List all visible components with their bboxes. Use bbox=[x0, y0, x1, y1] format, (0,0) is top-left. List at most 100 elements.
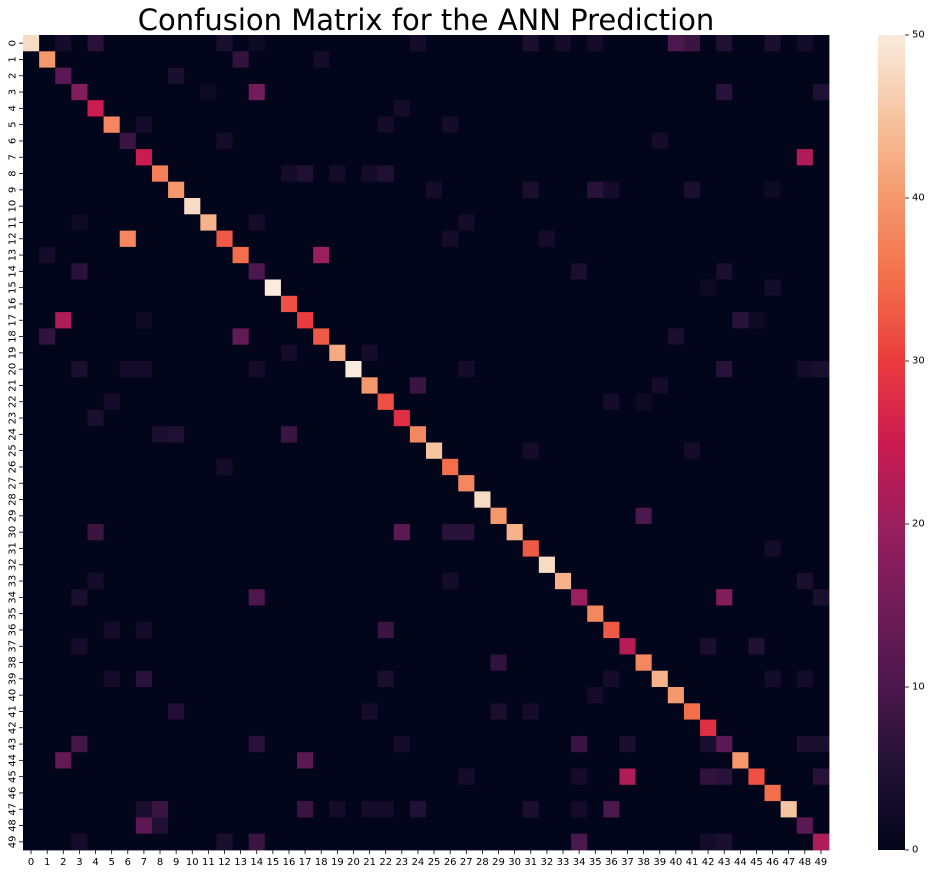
heatmap-cell bbox=[297, 475, 314, 492]
heatmap-cell bbox=[603, 458, 620, 476]
heatmap-cell bbox=[474, 654, 491, 672]
heatmap-cell bbox=[409, 116, 427, 134]
heatmap-cell bbox=[571, 524, 588, 541]
heatmap-cell bbox=[603, 752, 620, 769]
heatmap-cell bbox=[280, 116, 298, 134]
heatmap-cell bbox=[103, 377, 121, 394]
heatmap-cell bbox=[313, 35, 330, 52]
heatmap-cell bbox=[812, 491, 830, 509]
heatmap-cell bbox=[297, 572, 314, 590]
heatmap-cell bbox=[151, 67, 169, 85]
heatmap-cell bbox=[522, 393, 540, 411]
heatmap-cell bbox=[522, 51, 540, 68]
heatmap-cell bbox=[796, 393, 814, 411]
heatmap-cell bbox=[23, 784, 40, 802]
heatmap-cell bbox=[200, 654, 217, 672]
heatmap-cell bbox=[71, 524, 88, 541]
heatmap-cell bbox=[683, 638, 701, 655]
heatmap-cell bbox=[39, 458, 56, 476]
heatmap-cell bbox=[683, 833, 701, 851]
heatmap-cell bbox=[522, 409, 540, 427]
heatmap-cell bbox=[409, 51, 427, 68]
y-tick-label: 44 bbox=[8, 754, 19, 767]
heatmap-cell bbox=[103, 768, 121, 786]
heatmap-cell bbox=[812, 181, 830, 199]
heatmap-cell bbox=[571, 409, 588, 427]
heatmap-cell bbox=[683, 491, 701, 509]
heatmap-cell bbox=[345, 801, 362, 818]
heatmap-cell bbox=[393, 507, 411, 525]
heatmap-cell bbox=[506, 198, 524, 215]
heatmap-cell bbox=[280, 312, 298, 329]
heatmap-cell bbox=[151, 35, 169, 52]
heatmap-cell bbox=[490, 735, 507, 753]
heatmap-cell bbox=[87, 377, 104, 394]
heatmap-cell bbox=[200, 165, 217, 183]
heatmap-cell bbox=[151, 524, 169, 541]
heatmap-cell bbox=[71, 833, 88, 851]
heatmap-cell bbox=[780, 703, 798, 720]
heatmap-cell bbox=[554, 51, 572, 68]
heatmap-cell bbox=[538, 246, 556, 264]
heatmap-cell bbox=[619, 589, 636, 606]
heatmap-cell bbox=[232, 132, 250, 150]
heatmap-cell bbox=[490, 589, 507, 606]
heatmap-cell bbox=[538, 132, 556, 150]
heatmap-cell bbox=[619, 556, 636, 574]
heatmap-cell bbox=[571, 116, 588, 134]
heatmap-cell bbox=[458, 83, 475, 101]
heatmap-cell bbox=[329, 214, 346, 231]
heatmap-cell bbox=[55, 442, 72, 460]
heatmap-cell bbox=[184, 768, 201, 786]
heatmap-cell bbox=[377, 149, 395, 166]
heatmap-cell bbox=[280, 35, 298, 52]
heatmap-cell bbox=[571, 246, 588, 264]
heatmap-cell bbox=[87, 801, 104, 818]
heatmap-cell bbox=[151, 556, 169, 574]
heatmap-cell bbox=[200, 670, 217, 688]
heatmap-cell bbox=[313, 409, 330, 427]
heatmap-cell bbox=[538, 426, 556, 443]
heatmap-cell bbox=[184, 540, 201, 557]
heatmap-cell bbox=[184, 51, 201, 68]
heatmap-cell bbox=[119, 149, 137, 166]
heatmap-cell bbox=[522, 654, 540, 672]
heatmap-cell bbox=[313, 572, 330, 590]
heatmap-cell bbox=[490, 393, 507, 411]
y-axis-ticks: 0123456789101112131415161718192021222324… bbox=[8, 40, 23, 848]
heatmap-cell bbox=[151, 246, 169, 264]
heatmap-cell bbox=[796, 475, 814, 492]
heatmap-cell bbox=[683, 83, 701, 101]
heatmap-cell bbox=[748, 67, 765, 85]
heatmap-cell bbox=[683, 198, 701, 215]
heatmap-cell bbox=[490, 230, 507, 248]
heatmap-cell bbox=[184, 246, 201, 264]
heatmap-cell bbox=[264, 491, 282, 509]
heatmap-cell bbox=[700, 83, 717, 101]
heatmap-cell bbox=[812, 768, 830, 786]
heatmap-cell bbox=[168, 198, 185, 215]
heatmap-cell bbox=[748, 328, 765, 346]
heatmap-cell bbox=[538, 149, 556, 166]
heatmap-cell bbox=[780, 295, 798, 313]
heatmap-cell bbox=[280, 51, 298, 68]
heatmap-cell bbox=[426, 475, 443, 492]
heatmap-cell bbox=[71, 491, 88, 509]
heatmap-cell bbox=[297, 833, 314, 851]
heatmap-cell bbox=[23, 817, 40, 835]
heatmap-cell bbox=[393, 393, 411, 411]
heatmap-cell bbox=[361, 687, 379, 704]
heatmap-cell bbox=[812, 524, 830, 541]
heatmap-cell bbox=[329, 409, 346, 427]
heatmap-cell bbox=[248, 621, 266, 639]
heatmap-cell bbox=[329, 377, 346, 394]
heatmap-cell bbox=[458, 67, 475, 85]
heatmap-cell bbox=[409, 458, 427, 476]
heatmap-cell bbox=[23, 491, 40, 509]
heatmap-cell bbox=[748, 51, 765, 68]
heatmap-cell bbox=[409, 83, 427, 101]
heatmap-cell bbox=[377, 83, 395, 101]
heatmap-cell bbox=[232, 295, 250, 313]
heatmap-cell bbox=[297, 295, 314, 313]
heatmap-cell bbox=[506, 246, 524, 264]
